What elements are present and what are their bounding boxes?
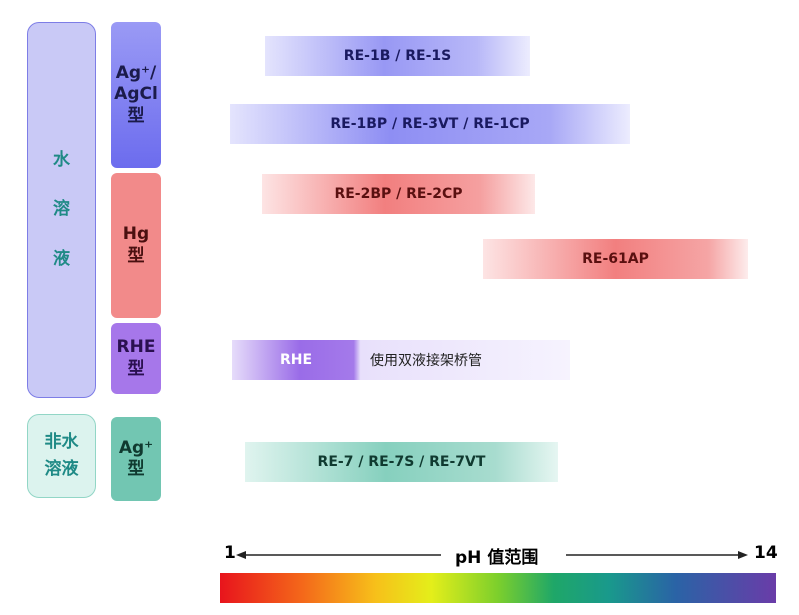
type-rhe: RHE 型 [111, 323, 161, 394]
type-label: Ag⁺ [118, 437, 154, 458]
type-agcl: Ag⁺/ AgCl 型 [111, 22, 161, 168]
type-label: 型 [127, 245, 145, 266]
type-label: 型 [127, 459, 145, 479]
axis-arrows [236, 551, 748, 559]
group-nonaqueous: 非水 溶液 [27, 414, 96, 498]
type-ag: Ag⁺ 型 [111, 417, 161, 501]
range-label: RHE [279, 352, 313, 368]
type-hg: Hg 型 [111, 173, 161, 318]
axis-start: 1 [224, 543, 236, 563]
type-label: AgCl [114, 84, 158, 105]
type-label: 型 [127, 358, 145, 379]
type-label: 型 [127, 105, 145, 126]
type-label: Hg [122, 224, 150, 245]
group-label: 溶液 [44, 459, 79, 479]
ph-spectrum [220, 573, 776, 603]
range-bar: RE-2BP / RE-2CP [262, 174, 535, 214]
group-label: 非水 [44, 431, 79, 452]
group-aqueous: 水 溶 液 [27, 22, 96, 398]
range-bar: RE-61AP [483, 239, 748, 279]
type-label: RHE [116, 337, 156, 358]
range-bar: RHE 使用双液接架桥管 [232, 340, 570, 380]
type-label: Ag⁺/ [115, 63, 157, 84]
range-bar: RE-1B / RE-1S [265, 36, 530, 76]
range-bar: RE-1BP / RE-3VT / RE-1CP [230, 104, 630, 144]
group-label: 水 [53, 150, 70, 171]
axis-title: pH 值范围 [455, 548, 539, 568]
group-label: 溶 [53, 199, 70, 220]
range-note: 使用双液接架桥管 [370, 353, 482, 369]
range-bar: RE-7 / RE-7S / RE-7VT [245, 442, 558, 482]
axis-end: 14 [754, 543, 778, 563]
group-label: 液 [53, 248, 70, 269]
